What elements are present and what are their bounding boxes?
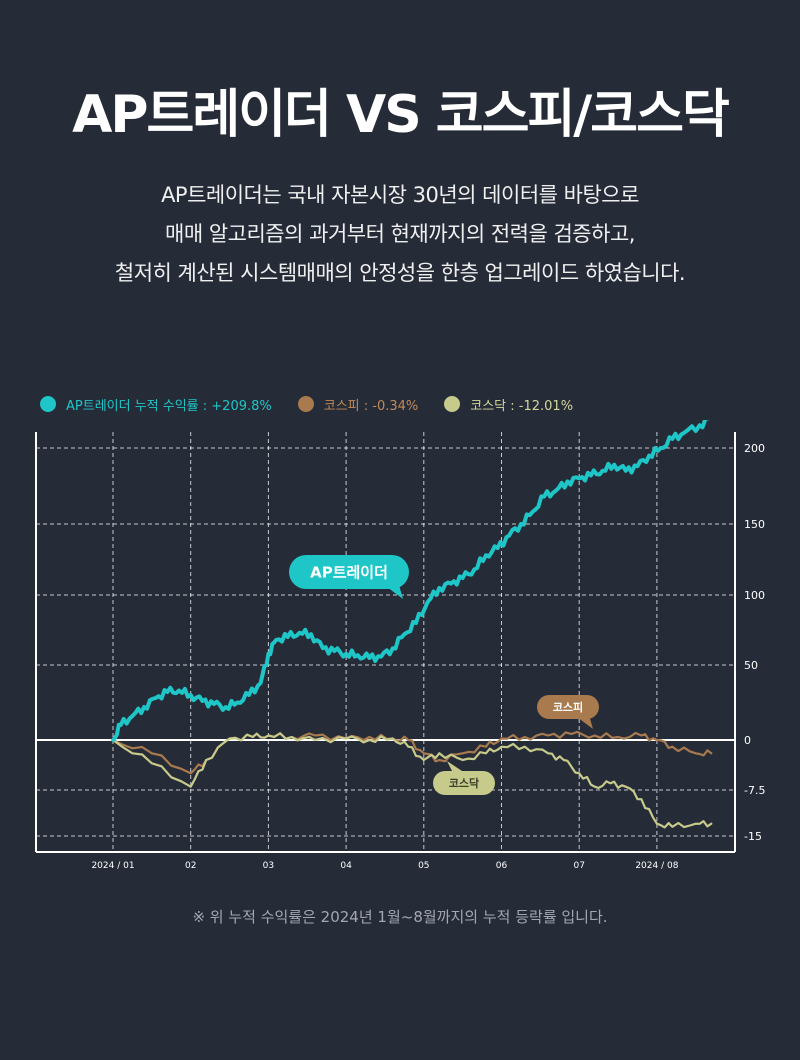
grid-lines [36, 432, 735, 852]
legend-item-ap: AP트레이더 누적 수익률 : +209.8% [40, 395, 272, 414]
description-line-1: AP트레이더는 국내 자본시장 30년의 데이터를 바탕으로 [161, 183, 639, 207]
legend-label-ap: AP트레이더 누적 수익률 : +209.8% [66, 398, 272, 414]
x-tick-label: 2024 / 01 [91, 861, 134, 871]
callout-kospi-text: 코스피 [553, 700, 583, 714]
callout-kospi-tail [577, 715, 593, 729]
y-tick-label: 200 [744, 442, 765, 455]
callout-ap: AP트레이더 [289, 555, 409, 599]
legend-item-kospi: 코스피 : -0.34% [297, 395, 419, 414]
series-lines [111, 420, 713, 829]
callout-kosdaq: 코스닥 [433, 761, 495, 795]
series-line-0 [111, 420, 710, 742]
x-tick-label: 02 [185, 861, 196, 871]
legend-dot-kospi [297, 396, 314, 412]
callout-kosdaq-tail [447, 761, 465, 773]
x-tick-label: 04 [340, 861, 352, 871]
x-tick-label: 03 [263, 861, 274, 871]
description: AP트레이더는 국내 자본시장 30년의 데이터를 바탕으로 매매 알고리즘의 … [0, 176, 800, 293]
y-tick-label: 150 [744, 518, 765, 531]
description-line-2: 매매 알고리즘의 과거부터 현재까지의 전력을 검증하고, [165, 222, 635, 246]
callout-ap-tail [387, 585, 403, 599]
chart-legend: AP트레이더 누적 수익률 : +209.8% 코스피 : -0.34% 코스닥… [40, 393, 599, 415]
footnote: ※ 위 누적 수익률은 2024년 1월~8월까지의 누적 등락률 입니다. [192, 908, 608, 926]
x-tick-label: 06 [496, 861, 508, 871]
callout-ap-text: AP트레이더 [310, 563, 388, 581]
legend-label-kosdaq: 코스닥 : -12.01% [470, 398, 574, 414]
legend-dot-kosdaq [444, 396, 461, 412]
tick-labels: 200 150 100 50 0 -7.5 -15 2024 / 01 02 03 04 05 06 07… [91, 442, 765, 871]
callout-kospi-shape [537, 695, 599, 719]
performance-chart: 200 150 100 50 0 -7.5 -15 2024 / 01 02 03 04 05 06 07… [35, 420, 765, 871]
description-line-3: 철저히 계산된 시스템매매의 안정성을 한층 업그레이드 하였습니다. [114, 261, 686, 285]
callout-kosdaq-shape [433, 771, 495, 795]
callout-kosdaq-text: 코스닥 [449, 776, 479, 790]
series-line-2 [111, 732, 713, 829]
legend-dot-ap [40, 396, 56, 412]
y-tick-label: 100 [744, 589, 765, 602]
page-title: AP트레이더 VS 코스피/코스닥 [72, 85, 730, 145]
x-tick-label: 2024 / 08 [635, 861, 678, 871]
legend-label-kospi: 코스피 : -0.34% [323, 398, 419, 414]
legend-item-kosdaq: 코스닥 : -12.01% [444, 395, 573, 414]
callout-ap-shape [289, 555, 409, 589]
callout-kospi: 코스피 [537, 695, 599, 729]
y-tick-label: 0 [744, 734, 751, 747]
x-tick-label: 07 [573, 861, 584, 871]
y-tick-label: 50 [744, 659, 758, 672]
x-tick-label: 05 [418, 861, 429, 871]
y-tick-label: -7.5 [744, 784, 765, 797]
y-tick-label: -15 [744, 830, 762, 843]
